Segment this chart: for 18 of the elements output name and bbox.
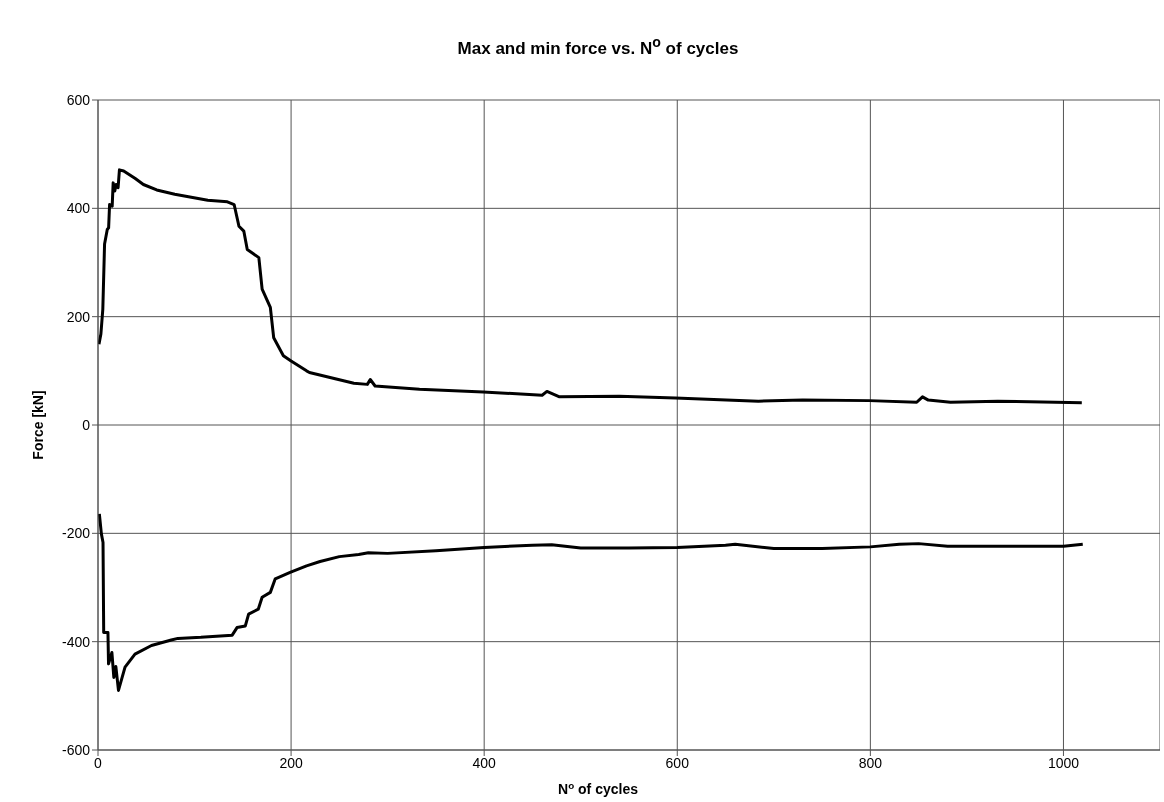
x-tick-label: 0 xyxy=(94,754,103,771)
x-axis-title: N$^{o}$ of cycles xyxy=(558,779,639,797)
chart-title: Max and min force vs. N$^{o}$ of cycles xyxy=(456,34,740,59)
y-axis-title: Force [kN] xyxy=(29,390,46,460)
line-series xyxy=(98,168,1084,405)
y-tick-label: 400 xyxy=(66,200,91,217)
y-tick-label: 600 xyxy=(66,91,91,108)
y-tick-label: 200 xyxy=(66,308,91,325)
x-tick-label: 800 xyxy=(858,754,883,771)
x-tick-label: 600 xyxy=(665,754,690,771)
line-series xyxy=(98,512,1085,692)
y-tick-label: 0 xyxy=(82,416,91,433)
x-tick-label: 200 xyxy=(279,754,303,771)
x-tick-label: 400 xyxy=(472,754,497,771)
y-tick-label: -200 xyxy=(61,525,91,542)
y-tick-label: -600 xyxy=(61,741,91,758)
y-tick-label: -400 xyxy=(61,633,91,650)
x-tick-label: 1000 xyxy=(1047,754,1080,771)
